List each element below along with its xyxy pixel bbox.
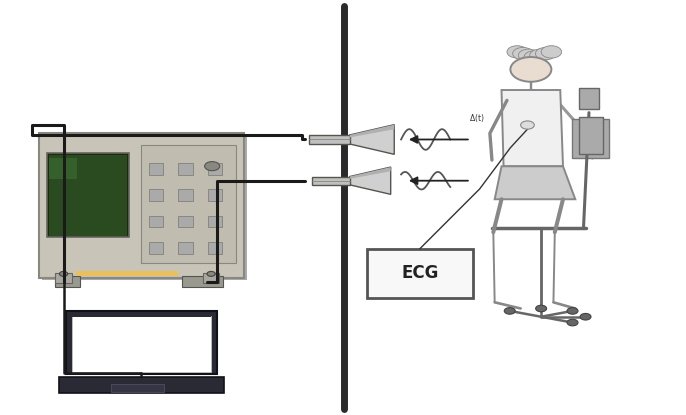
- Polygon shape: [309, 135, 350, 144]
- Polygon shape: [350, 167, 391, 179]
- Polygon shape: [501, 90, 563, 166]
- Circle shape: [521, 121, 534, 129]
- Bar: [203, 273, 220, 283]
- Polygon shape: [312, 176, 350, 185]
- Bar: [149, 163, 163, 175]
- Bar: [208, 215, 222, 227]
- Bar: [178, 189, 193, 201]
- Circle shape: [510, 57, 552, 82]
- Polygon shape: [350, 124, 394, 154]
- Circle shape: [507, 46, 528, 58]
- Bar: [178, 215, 193, 227]
- Circle shape: [512, 47, 533, 60]
- Circle shape: [524, 51, 545, 63]
- Bar: [56, 276, 80, 287]
- Circle shape: [60, 271, 68, 276]
- Bar: [208, 242, 222, 254]
- Bar: [76, 271, 178, 276]
- Bar: [43, 135, 248, 280]
- Bar: [149, 215, 163, 227]
- Bar: [579, 117, 602, 154]
- Text: $\Delta$(t): $\Delta$(t): [469, 112, 485, 124]
- Bar: [141, 145, 236, 263]
- Circle shape: [536, 47, 556, 60]
- Circle shape: [204, 161, 220, 171]
- Bar: [178, 163, 193, 175]
- Circle shape: [530, 49, 550, 61]
- Bar: [111, 384, 164, 392]
- Polygon shape: [350, 124, 394, 137]
- Bar: [208, 189, 222, 201]
- Bar: [39, 133, 244, 278]
- Circle shape: [541, 46, 562, 58]
- Circle shape: [504, 308, 515, 314]
- Bar: [367, 249, 473, 298]
- Polygon shape: [495, 166, 576, 199]
- Bar: [572, 119, 609, 158]
- Circle shape: [519, 49, 539, 61]
- Bar: [49, 158, 78, 178]
- Polygon shape: [67, 311, 217, 374]
- Bar: [208, 163, 222, 175]
- Circle shape: [207, 271, 215, 276]
- Circle shape: [567, 308, 578, 314]
- Polygon shape: [350, 167, 391, 194]
- Circle shape: [536, 305, 547, 312]
- Bar: [149, 189, 163, 201]
- Bar: [182, 276, 224, 287]
- Bar: [47, 154, 129, 237]
- Bar: [72, 316, 211, 372]
- Bar: [178, 242, 193, 254]
- Bar: [149, 242, 163, 254]
- Bar: [579, 88, 599, 109]
- Polygon shape: [59, 377, 224, 393]
- Circle shape: [567, 319, 578, 326]
- Bar: [72, 313, 211, 317]
- Bar: [49, 155, 127, 236]
- Circle shape: [580, 313, 591, 320]
- Bar: [56, 273, 72, 283]
- Text: ECG: ECG: [401, 264, 438, 283]
